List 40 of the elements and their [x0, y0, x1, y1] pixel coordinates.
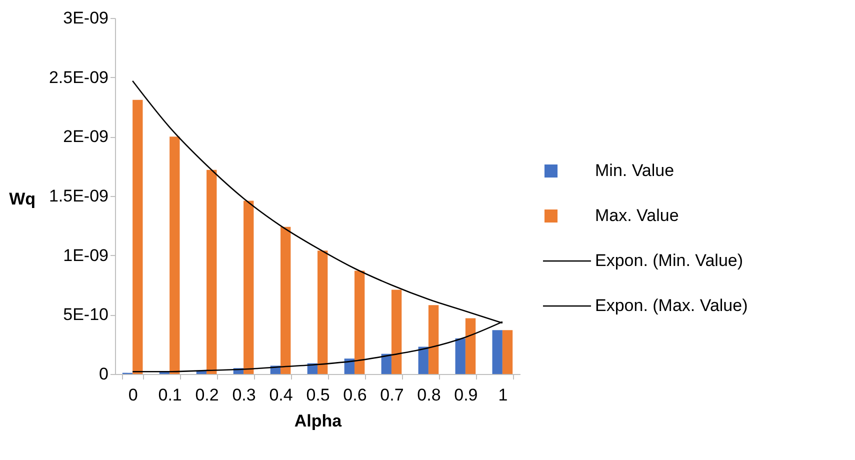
bar	[465, 318, 476, 374]
bar	[381, 354, 392, 374]
x-tick-label: 0	[128, 386, 138, 404]
x-tick-label: 0.4	[269, 386, 293, 404]
x-tick-label: 0.6	[343, 386, 367, 404]
bar	[455, 338, 466, 374]
y-tick-label: 5E-10	[63, 305, 108, 324]
bar	[428, 305, 439, 374]
x-tick-label: 0.2	[195, 386, 219, 404]
bar	[502, 330, 513, 374]
x-tick-label: 0.7	[380, 386, 404, 404]
y-tick-label: 3E-09	[63, 8, 108, 28]
y-tick-label: 2E-09	[63, 127, 108, 146]
y-axis-title: Wq	[9, 190, 36, 208]
x-tick-label: 0.3	[232, 386, 256, 404]
y-tick-label: 2.5E-09	[48, 68, 108, 87]
y-tick-label: 1.5E-09	[48, 186, 108, 206]
bar	[280, 226, 291, 374]
bar	[344, 358, 354, 374]
legend-label: Max. Value	[595, 206, 679, 225]
x-axis-title: Alpha	[294, 412, 342, 430]
bar	[391, 290, 402, 374]
x-tick-label: 0.8	[417, 386, 441, 404]
bar	[206, 170, 217, 374]
bar	[170, 136, 180, 374]
x-tick-label: 0.9	[454, 386, 478, 404]
bar	[318, 250, 328, 374]
x-tick-label: 0.1	[158, 386, 182, 404]
bar	[418, 346, 428, 374]
bar	[132, 100, 143, 374]
x-tick-label: 0.5	[306, 386, 330, 404]
y-tick-label: 0	[99, 364, 108, 384]
legend-label: Min. Value	[595, 161, 674, 180]
legend-label: Expon. (Max. Value)	[595, 296, 748, 315]
y-tick-label: 1E-09	[63, 246, 108, 265]
bar	[244, 200, 254, 374]
x-tick-label: 1	[498, 386, 508, 404]
bar	[354, 270, 365, 374]
legend-label: Expon. (Min. Value)	[595, 251, 744, 270]
bar	[492, 330, 502, 374]
